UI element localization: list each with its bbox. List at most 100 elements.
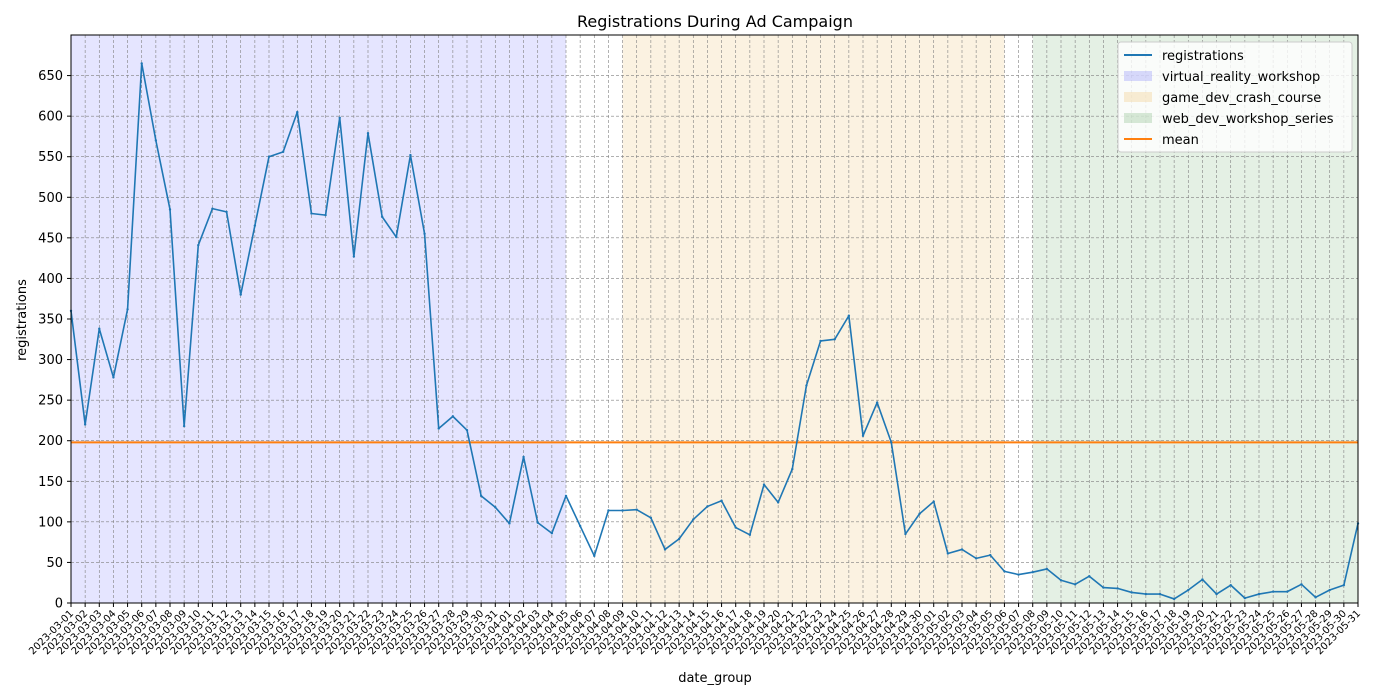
- data-point-0-88: [1314, 596, 1317, 599]
- data-point-0-53: [819, 339, 822, 343]
- legend-label-3: web_dev_workshop_series: [1162, 112, 1334, 127]
- data-point-0-11: [225, 210, 228, 214]
- data-point-0-33: [536, 521, 539, 524]
- data-point-0-5: [140, 62, 143, 65]
- data-point-0-72: [1088, 575, 1091, 578]
- data-point-0-57: [875, 401, 879, 404]
- data-point-0-84: [1257, 592, 1261, 596]
- data-point-0-9: [197, 243, 200, 247]
- data-point-0-71: [1073, 583, 1077, 586]
- y-tick-label-5: 250: [38, 394, 63, 409]
- y-tick-label-10: 500: [38, 191, 63, 206]
- data-point-0-28: [465, 428, 469, 432]
- data-point-0-43: [677, 537, 681, 541]
- data-point-0-6: [154, 139, 158, 142]
- data-point-0-66: [1003, 570, 1006, 573]
- y-tick-label-1: 50: [46, 556, 63, 571]
- data-point-0-74: [1116, 587, 1119, 590]
- y-tick-label-6: 300: [38, 353, 63, 368]
- data-point-0-42: [663, 548, 667, 551]
- y-tick-label-3: 150: [38, 475, 63, 490]
- data-point-0-56: [861, 434, 865, 438]
- data-point-0-36: [578, 524, 582, 528]
- y-tick-label-9: 450: [38, 231, 63, 246]
- data-point-0-51: [791, 467, 794, 471]
- data-point-0-50: [776, 501, 780, 504]
- data-point-0-75: [1130, 591, 1133, 594]
- data-point-0-26: [437, 427, 440, 430]
- data-point-0-31: [508, 522, 511, 525]
- legend-label-2: game_dev_crash_course: [1162, 91, 1321, 106]
- data-point-0-49: [762, 483, 766, 486]
- data-point-0-39: [621, 509, 624, 512]
- data-point-0-90: [1342, 583, 1346, 587]
- data-point-0-89: [1328, 588, 1331, 592]
- y-tick-label-0: 0: [55, 597, 63, 612]
- data-point-0-21: [366, 131, 370, 135]
- legend-box: [1117, 41, 1353, 153]
- legend-label-4: mean: [1162, 133, 1199, 148]
- data-point-0-61: [932, 500, 935, 503]
- data-point-0-62: [946, 552, 950, 555]
- data-point-0-58: [890, 441, 893, 444]
- data-point-0-17: [310, 212, 313, 215]
- data-point-0-77: [1158, 592, 1162, 596]
- data-point-0-63: [960, 548, 964, 551]
- x-axis-ticks: 2023-03-012023-03-022023-03-032023-03-04…: [27, 603, 1363, 657]
- y-axis-ticks: 0 50 100 150 200 250 300 350 400 450 500 550 600 650: [38, 69, 71, 612]
- data-point-0-13: [253, 224, 257, 227]
- y-tick-label-2: 100: [38, 515, 63, 530]
- data-point-0-12: [239, 293, 242, 296]
- data-point-0-10: [211, 207, 214, 210]
- data-point-0-52: [805, 384, 808, 387]
- data-point-0-22: [380, 215, 384, 218]
- data-point-0-64: [974, 557, 978, 560]
- data-point-0-87: [1300, 583, 1303, 586]
- legend-swatch-2: [1124, 92, 1152, 102]
- data-point-0-82: [1229, 583, 1232, 587]
- data-point-0-85: [1271, 590, 1275, 593]
- data-point-0-30: [494, 506, 497, 509]
- data-point-0-27: [451, 415, 455, 418]
- data-point-0-60: [918, 512, 921, 515]
- data-point-0-47: [734, 526, 737, 529]
- y-tick-label-13: 650: [38, 69, 63, 84]
- data-point-0-29: [479, 494, 483, 498]
- data-point-0-70: [1059, 579, 1063, 582]
- legend: registrations virtual_reality_workshopgam…: [1117, 41, 1353, 153]
- data-point-0-2: [98, 327, 101, 330]
- data-point-0-34: [550, 532, 554, 535]
- data-point-0-46: [720, 499, 723, 502]
- data-point-0-83: [1243, 596, 1247, 600]
- data-point-0-68: [1031, 570, 1034, 574]
- data-point-0-35: [564, 494, 568, 498]
- data-point-0-67: [1017, 573, 1020, 576]
- data-point-0-69: [1045, 567, 1049, 571]
- data-point-0-18: [324, 213, 327, 217]
- legend-label-1: virtual_reality_workshop: [1162, 70, 1320, 85]
- chart-title: Registrations During Ad Campaign: [577, 12, 853, 31]
- x-axis-label: date_group: [678, 671, 752, 686]
- legend-label-0: registrations: [1162, 49, 1244, 64]
- data-point-0-54: [833, 338, 836, 341]
- data-point-0-76: [1144, 592, 1148, 596]
- data-point-0-78: [1172, 597, 1176, 601]
- data-point-0-59: [904, 532, 907, 536]
- data-point-0-4: [126, 308, 129, 311]
- y-tick-label-8: 400: [38, 272, 63, 287]
- legend-swatch-3: [1124, 113, 1152, 123]
- data-point-0-37: [593, 554, 596, 558]
- data-point-0-32: [522, 455, 525, 459]
- data-point-0-79: [1187, 588, 1190, 592]
- data-point-0-65: [989, 553, 992, 557]
- data-point-0-40: [635, 508, 638, 511]
- data-point-0-81: [1215, 592, 1218, 596]
- series-line-0: [70, 62, 1359, 600]
- data-point-0-55: [847, 314, 851, 317]
- data-point-0-41: [649, 516, 653, 519]
- data-point-0-73: [1102, 586, 1105, 589]
- data-point-0-24: [409, 153, 412, 157]
- y-axis-label: registrations: [15, 279, 30, 361]
- data-point-0-23: [395, 235, 398, 239]
- series-layer: [69, 62, 1360, 601]
